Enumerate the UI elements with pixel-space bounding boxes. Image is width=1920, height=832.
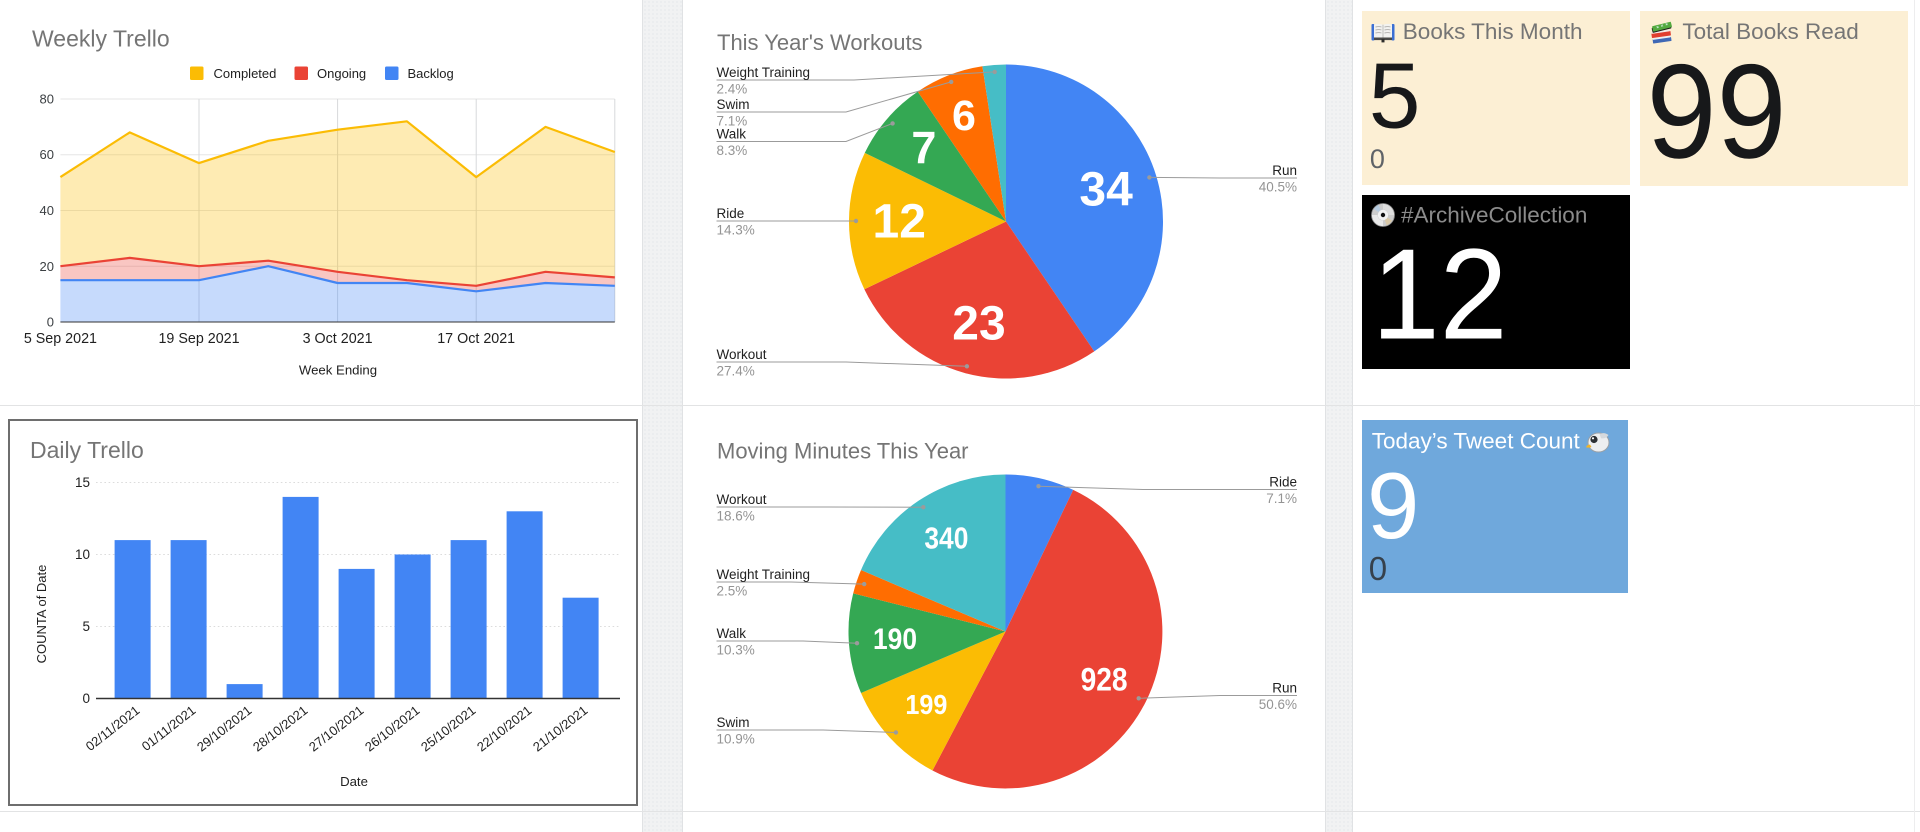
svg-text:12: 12 — [1372, 221, 1508, 366]
svg-text:28/10/2021: 28/10/2021 — [250, 703, 311, 755]
svg-text:40.5%: 40.5% — [1259, 180, 1297, 195]
svg-text:22/10/2021: 22/10/2021 — [474, 703, 535, 755]
svg-text:Date: Date — [340, 774, 368, 789]
svg-text:190: 190 — [873, 623, 917, 656]
svg-text:7: 7 — [911, 122, 936, 173]
svg-text:0: 0 — [82, 691, 90, 706]
svg-text:15: 15 — [75, 475, 90, 490]
svg-text:10.3%: 10.3% — [717, 643, 755, 658]
svg-text:928: 928 — [1081, 662, 1128, 698]
svg-text:34: 34 — [1079, 164, 1133, 217]
svg-text:340: 340 — [924, 522, 968, 556]
svg-text:Books This Month: Books This Month — [1403, 19, 1583, 44]
svg-text:18.6%: 18.6% — [717, 509, 755, 524]
svg-text:23: 23 — [952, 298, 1005, 351]
svg-text:3 Oct 2021: 3 Oct 2021 — [303, 331, 373, 347]
svg-text:5: 5 — [82, 619, 90, 634]
svg-text:10: 10 — [75, 547, 90, 562]
svg-text:0: 0 — [1369, 550, 1387, 587]
svg-text:6: 6 — [952, 92, 976, 140]
svg-text:Ongoing: Ongoing — [317, 66, 366, 81]
svg-text:Swim: Swim — [717, 97, 750, 112]
svg-text:199: 199 — [905, 689, 947, 720]
svg-text:2.5%: 2.5% — [717, 584, 748, 599]
svg-text:27/10/2021: 27/10/2021 — [306, 703, 367, 755]
svg-text:Run: Run — [1272, 681, 1297, 696]
svg-text:0: 0 — [1370, 144, 1385, 174]
svg-text:40: 40 — [40, 203, 54, 218]
svg-text:This Year's Workouts: This Year's Workouts — [717, 30, 923, 55]
svg-text:Moving Minutes This Year: Moving Minutes This Year — [717, 439, 969, 464]
svg-text:12: 12 — [873, 196, 926, 249]
svg-text:9: 9 — [1367, 453, 1419, 558]
svg-text:5 Sep 2021: 5 Sep 2021 — [24, 331, 97, 347]
svg-text:Total Books Read: Total Books Read — [1682, 19, 1858, 44]
svg-text:21/10/2021: 21/10/2021 — [530, 703, 591, 755]
svg-text:7.1%: 7.1% — [717, 114, 748, 129]
svg-text:Walk: Walk — [717, 127, 747, 142]
svg-text:Workout: Workout — [717, 347, 767, 362]
svg-text:Weight Training: Weight Training — [717, 567, 811, 582]
svg-text:Ride: Ride — [1269, 475, 1297, 490]
svg-text:2.4%: 2.4% — [717, 82, 748, 97]
svg-text:Run: Run — [1272, 163, 1297, 178]
svg-text:0: 0 — [47, 315, 54, 330]
svg-text:17 Oct 2021: 17 Oct 2021 — [437, 331, 515, 347]
svg-text:02/11/2021: 02/11/2021 — [83, 703, 143, 754]
svg-text:29/10/2021: 29/10/2021 — [194, 703, 255, 755]
svg-text:Completed: Completed — [214, 66, 277, 81]
svg-text:60: 60 — [40, 147, 54, 162]
svg-text:Week Ending: Week Ending — [299, 363, 377, 378]
svg-text:Walk: Walk — [717, 626, 747, 641]
svg-text:20: 20 — [40, 259, 54, 274]
svg-text:10.9%: 10.9% — [717, 732, 755, 747]
svg-text:Workout: Workout — [717, 492, 767, 507]
svg-text:Swim: Swim — [717, 715, 750, 730]
svg-text:80: 80 — [40, 92, 54, 107]
svg-text:19 Sep 2021: 19 Sep 2021 — [158, 331, 239, 347]
svg-text:Today’s Tweet Count: Today’s Tweet Count — [1372, 429, 1581, 454]
svg-text:14.3%: 14.3% — [717, 223, 755, 238]
svg-text:99: 99 — [1647, 36, 1787, 186]
svg-text:Weight Training: Weight Training — [717, 65, 811, 80]
svg-text:#ArchiveCollection: #ArchiveCollection — [1401, 203, 1587, 228]
svg-text:8.3%: 8.3% — [717, 143, 748, 158]
svg-text:50.6%: 50.6% — [1259, 697, 1297, 712]
svg-text:7.1%: 7.1% — [1266, 491, 1297, 506]
svg-text:COUNTA of Date: COUNTA of Date — [34, 565, 49, 664]
svg-text:26/10/2021: 26/10/2021 — [362, 703, 423, 755]
svg-text:Weekly Trello: Weekly Trello — [32, 26, 170, 52]
svg-text:Daily Trello: Daily Trello — [30, 437, 144, 463]
svg-text:Ride: Ride — [717, 206, 745, 221]
svg-text:5: 5 — [1369, 44, 1421, 148]
svg-text:27.4%: 27.4% — [717, 364, 755, 379]
svg-text:25/10/2021: 25/10/2021 — [418, 703, 479, 755]
svg-text:Backlog: Backlog — [408, 66, 454, 81]
svg-text:01/11/2021: 01/11/2021 — [139, 703, 199, 754]
